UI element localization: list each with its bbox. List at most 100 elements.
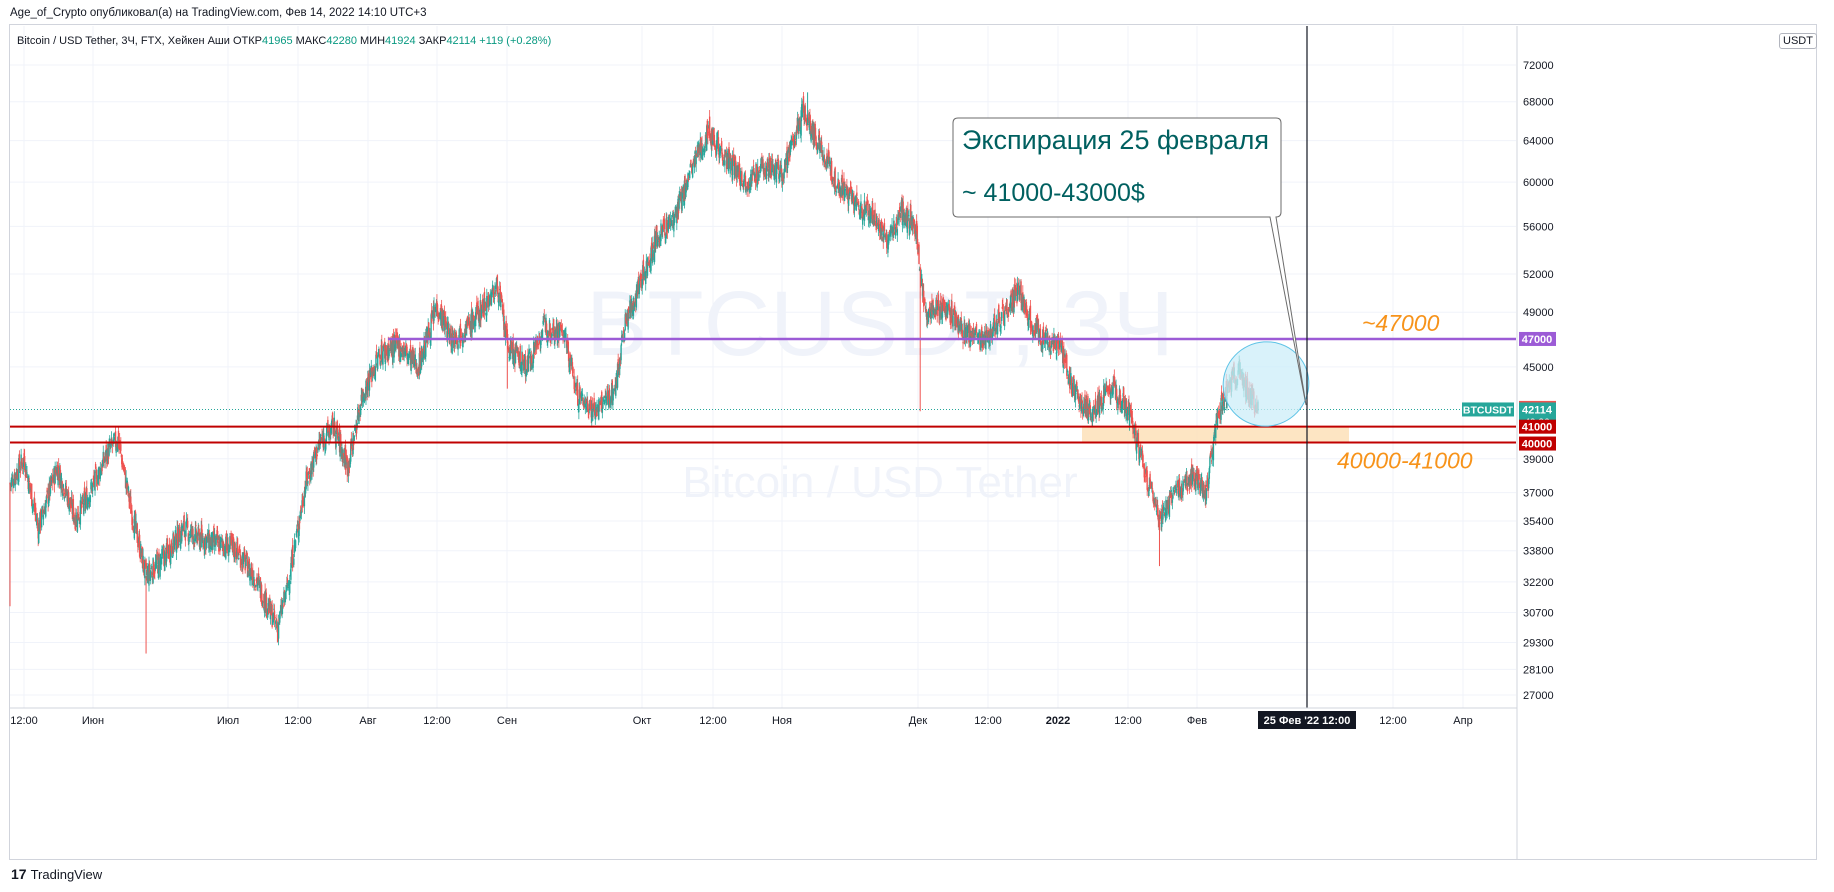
- candle-body: [486, 295, 488, 316]
- candle-body: [1149, 481, 1152, 488]
- candle-body: [816, 145, 818, 151]
- candle-body: [717, 137, 720, 152]
- candle-body: [1193, 471, 1195, 487]
- candle-body: [148, 563, 150, 586]
- candle-body: [791, 138, 794, 142]
- time-tick-label: Дек: [909, 715, 928, 727]
- candle-body: [621, 335, 623, 337]
- candle-body: [87, 499, 89, 501]
- candle-body: [413, 350, 415, 365]
- candle-body: [123, 465, 126, 471]
- candle-body: [958, 325, 960, 331]
- candle-body: [151, 572, 153, 575]
- candle-body: [382, 351, 384, 365]
- candle-body: [159, 557, 161, 577]
- candle-body: [758, 174, 760, 181]
- candle-body: [802, 96, 805, 113]
- expiration-callout[interactable]: Экспирация 25 февраля ~ 41000-43000$: [952, 117, 1307, 406]
- candle-body: [725, 152, 727, 154]
- candle-body: [164, 550, 166, 571]
- candle-body: [610, 395, 612, 405]
- candle-body: [734, 156, 737, 161]
- candle-body: [975, 324, 978, 333]
- candle-body: [285, 584, 287, 592]
- candle-body: [175, 545, 178, 553]
- candle-body: [83, 487, 86, 496]
- candle-body: [579, 387, 581, 396]
- candle-body: [225, 533, 228, 547]
- open-label: ОТКР: [232, 35, 262, 47]
- candle-body: [736, 165, 738, 178]
- candle-body: [1056, 340, 1059, 344]
- candle-body: [401, 349, 404, 354]
- candle-body: [497, 286, 499, 298]
- candle-body: [543, 314, 545, 320]
- candle-body: [18, 453, 21, 469]
- chart-frame: [9, 24, 1817, 860]
- symbol-info-bar[interactable]: Bitcoin / USD Tether, 3Ч, FTX, Хейкен Аш…: [17, 35, 551, 47]
- candle-body: [60, 475, 62, 490]
- candle-body: [460, 336, 463, 338]
- candle-body: [413, 362, 416, 366]
- candle-body: [999, 316, 1001, 327]
- candle-body: [287, 583, 289, 591]
- candle-body: [248, 558, 250, 576]
- candle-body: [429, 337, 432, 346]
- candle-body: [399, 350, 402, 362]
- candle-body: [561, 330, 563, 333]
- candle-body: [949, 310, 951, 323]
- level-lines[interactable]: ~47000 40000-41000: [10, 310, 1516, 474]
- candle-body: [798, 118, 801, 123]
- candle-body: [367, 373, 370, 383]
- time-axis[interactable]: 12:00 Июн Июл 12:00 Авг 12:00 Сен Окт 12:00 Ноя Де…: [10, 707, 1517, 729]
- candle-body: [26, 472, 28, 474]
- tag-47000-box: [1519, 331, 1556, 346]
- candle-body: [1030, 321, 1033, 326]
- candle-body: [918, 244, 920, 265]
- candle-body: [131, 519, 134, 524]
- candle-body: [1122, 387, 1125, 403]
- candle-body: [20, 454, 22, 466]
- candle-body: [16, 472, 19, 479]
- candle-body: [815, 135, 817, 137]
- candle-body: [714, 145, 716, 150]
- candle-body: [785, 158, 787, 165]
- candle-body: [1157, 504, 1159, 517]
- candle-body: [1025, 301, 1028, 311]
- candle-body: [527, 353, 530, 372]
- highlight-ellipse[interactable]: [1209, 328, 1322, 440]
- tradingview-brand[interactable]: 17 TradingView: [11, 866, 102, 882]
- candle-body: [1007, 309, 1009, 316]
- candle-body: [883, 226, 885, 238]
- candle-body: [455, 332, 458, 338]
- candle-body: [293, 540, 296, 553]
- candle-body: [557, 323, 560, 328]
- candle-body: [864, 203, 866, 207]
- candle-body: [863, 200, 866, 221]
- candle-body: [250, 567, 253, 578]
- candle-body: [313, 452, 315, 468]
- chart-grid: [10, 26, 1516, 708]
- candle-body: [117, 430, 120, 448]
- currency-badge[interactable]: USDT: [1779, 33, 1817, 49]
- candle-body: [792, 135, 795, 145]
- candle-body: [222, 541, 225, 552]
- candle-body: [430, 310, 433, 322]
- candle-body: [236, 538, 239, 553]
- candle-body: [360, 406, 362, 415]
- candle-body: [1199, 480, 1201, 495]
- candle-body: [1128, 410, 1131, 427]
- candle-body: [1143, 463, 1145, 478]
- candle-body: [1058, 347, 1060, 350]
- candle-body: [349, 458, 351, 468]
- candle-body: [582, 397, 584, 406]
- candle-body: [447, 324, 449, 328]
- candle-body: [574, 388, 576, 390]
- candle-body: [488, 305, 490, 307]
- candle-body: [307, 481, 309, 484]
- candle-body: [591, 403, 593, 422]
- price-axis[interactable]: 27000 28100 29300 30700 32200 33800 35400 37000…: [1516, 26, 1554, 860]
- candle-body: [572, 367, 574, 374]
- candle-body: [935, 299, 937, 315]
